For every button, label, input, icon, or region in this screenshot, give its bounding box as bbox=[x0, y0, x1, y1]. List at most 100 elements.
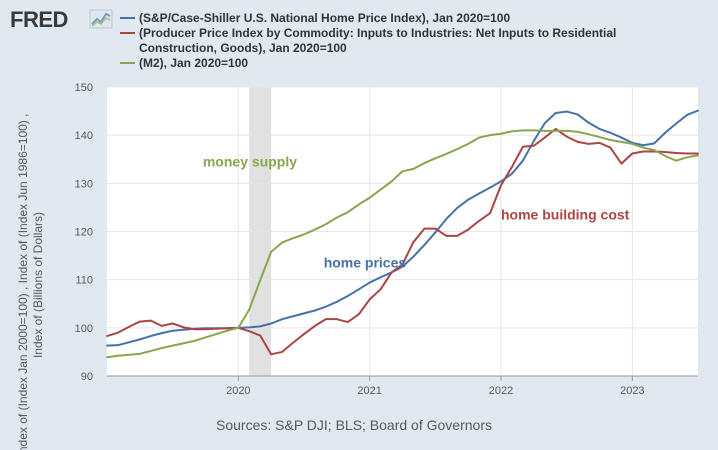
ppi-residential-construction-point bbox=[521, 145, 524, 148]
m2-point bbox=[226, 329, 229, 332]
sp-case-shiller-point bbox=[587, 121, 590, 124]
ppi-residential-construction-point bbox=[193, 328, 196, 331]
sp-case-shiller-point bbox=[182, 328, 185, 331]
sp-case-shiller-point bbox=[127, 341, 130, 344]
sp-case-shiller-point bbox=[248, 326, 251, 329]
legend-item-ppi-residential-construction[interactable]: (Producer Price Index by Commodity: Inpu… bbox=[120, 26, 616, 55]
m2-point bbox=[204, 336, 207, 339]
ppi-residential-construction-point bbox=[543, 136, 546, 139]
sp-case-shiller-annotation: home prices bbox=[324, 255, 407, 271]
m2-point bbox=[478, 136, 481, 139]
m2-point bbox=[511, 130, 513, 133]
m2-point bbox=[697, 154, 699, 157]
y-axis-label-line-2: Index of (Billions of Dollars) bbox=[31, 212, 45, 358]
ppi-residential-construction-point bbox=[554, 127, 557, 130]
m2-point bbox=[521, 129, 524, 132]
sp-case-shiller-point bbox=[456, 207, 459, 209]
ppi-residential-construction-point bbox=[149, 319, 152, 322]
ppi-residential-construction-point bbox=[314, 325, 316, 327]
x-tick-label: 2020 bbox=[226, 385, 250, 397]
sp-case-shiller-point bbox=[434, 231, 437, 234]
m2-point bbox=[106, 356, 108, 359]
ppi-residential-construction-point bbox=[445, 234, 448, 237]
ppi-residential-construction-point bbox=[532, 144, 535, 147]
ppi-residential-construction-point bbox=[401, 263, 404, 266]
ppi-residential-construction-point bbox=[500, 184, 502, 187]
ppi-residential-construction-point bbox=[467, 228, 470, 231]
y-tick-label: 110 bbox=[75, 275, 93, 287]
y-tick-label: 100 bbox=[75, 323, 93, 335]
ppi-residential-construction-point bbox=[138, 320, 141, 323]
sp-case-shiller-point bbox=[653, 142, 656, 145]
ppi-residential-construction-point bbox=[127, 325, 130, 328]
m2-point bbox=[379, 188, 382, 191]
ppi-residential-construction-point bbox=[106, 335, 108, 337]
sp-case-shiller-point bbox=[445, 218, 448, 220]
ppi-residential-construction-point bbox=[281, 351, 284, 353]
sp-case-shiller-point bbox=[478, 192, 481, 195]
ppi-residential-construction-annotation: home building cost bbox=[501, 206, 630, 222]
m2-point bbox=[390, 180, 393, 183]
m2-point bbox=[576, 130, 579, 133]
ppi-residential-construction-point bbox=[303, 333, 305, 335]
ppi-residential-construction-point bbox=[423, 227, 426, 230]
m2-point bbox=[160, 347, 163, 349]
m2-point bbox=[215, 333, 218, 335]
sp-case-shiller-point bbox=[346, 295, 349, 297]
sp-case-shiller-point bbox=[401, 265, 404, 268]
legend-label: Construction, Goods), Jan 2020=100 bbox=[139, 41, 347, 55]
legend-item-sp-case-shiller[interactable]: (S&P/Case-Shiller U.S. National Home Pri… bbox=[120, 11, 510, 25]
ppi-residential-construction-point bbox=[390, 271, 393, 274]
y-axis-ticks: 90 100 110 120 130 140 150 bbox=[75, 82, 93, 383]
m2-point bbox=[620, 141, 623, 143]
ppi-residential-construction-point bbox=[160, 325, 163, 327]
legend-label: (M2), Jan 2020=100 bbox=[139, 56, 248, 70]
m2-annotation: money supply bbox=[203, 153, 297, 169]
m2-point bbox=[434, 157, 437, 160]
m2-series bbox=[106, 129, 699, 359]
ppi-residential-construction-point bbox=[412, 241, 415, 244]
legend-item-m2[interactable]: (M2), Jan 2020=100 bbox=[120, 56, 248, 70]
ppi-residential-construction-point bbox=[270, 353, 273, 356]
sp-case-shiller-point bbox=[160, 332, 163, 335]
sp-case-shiller-point bbox=[357, 288, 360, 291]
m2-point bbox=[357, 203, 360, 206]
sp-case-shiller-point bbox=[270, 322, 273, 325]
m2-point bbox=[138, 352, 141, 355]
sp-case-shiller-point bbox=[532, 140, 535, 142]
fred-logo[interactable]: FRED bbox=[10, 7, 113, 32]
sp-case-shiller-point bbox=[467, 198, 470, 201]
ppi-residential-construction-point bbox=[620, 162, 623, 165]
m2-point bbox=[193, 339, 196, 342]
m2-point bbox=[149, 350, 152, 352]
m2-point bbox=[292, 237, 294, 240]
series-lines bbox=[106, 109, 699, 359]
ppi-residential-construction-point bbox=[565, 135, 568, 138]
ppi-residential-construction-point bbox=[204, 328, 207, 331]
sp-case-shiller-point bbox=[335, 300, 338, 303]
fred-chart-icon bbox=[89, 9, 113, 29]
m2-point bbox=[412, 167, 415, 170]
ppi-residential-construction-point bbox=[226, 327, 229, 330]
ppi-residential-construction-point bbox=[576, 141, 579, 143]
ppi-residential-construction-point bbox=[598, 141, 601, 144]
ppi-residential-construction-point bbox=[248, 330, 251, 333]
m2-point bbox=[303, 233, 305, 236]
sp-case-shiller-point bbox=[314, 309, 316, 312]
sp-case-shiller-point bbox=[664, 131, 667, 134]
m2-point bbox=[565, 129, 568, 132]
m2-point bbox=[675, 159, 678, 162]
ppi-residential-construction-point bbox=[335, 318, 338, 321]
m2-point bbox=[631, 142, 634, 145]
fred-logo-text: FRED bbox=[10, 7, 68, 32]
ppi-residential-construction-point bbox=[346, 321, 349, 323]
ppi-residential-construction-point bbox=[292, 341, 294, 344]
m2-point bbox=[445, 153, 448, 155]
ppi-residential-construction-point bbox=[587, 142, 590, 145]
m2-point bbox=[248, 308, 251, 311]
sp-case-shiller-point bbox=[149, 335, 152, 337]
sp-case-shiller-point bbox=[543, 122, 546, 125]
sp-case-shiller-point bbox=[368, 281, 371, 284]
ppi-residential-construction-point bbox=[324, 318, 327, 321]
sp-case-shiller-point bbox=[598, 127, 601, 130]
